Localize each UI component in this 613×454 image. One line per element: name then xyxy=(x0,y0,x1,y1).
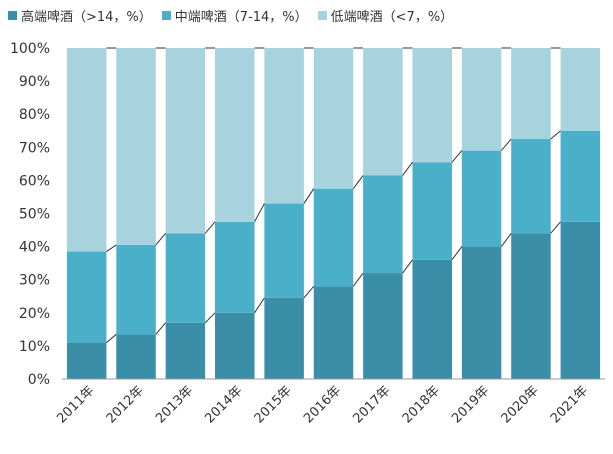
legend-swatch-mid xyxy=(161,10,171,20)
y-tick-label: 70% xyxy=(19,140,50,156)
connector-line xyxy=(155,233,167,246)
y-tick-label: 90% xyxy=(19,74,50,90)
bar-segment xyxy=(165,48,206,234)
bar-segment xyxy=(215,312,255,379)
legend-swatch-high xyxy=(8,10,17,20)
connector-line xyxy=(451,246,463,261)
bar-segment xyxy=(363,175,403,274)
bar-segment xyxy=(215,221,255,313)
bar-segment xyxy=(116,48,156,245)
bar-segment xyxy=(511,139,551,234)
bar-segment xyxy=(412,162,452,260)
bar-segment xyxy=(116,334,156,379)
x-tick-label: 2020年 xyxy=(499,383,542,426)
y-tick-label: 10% xyxy=(19,339,50,355)
bar-segment xyxy=(560,48,601,131)
connector-line xyxy=(106,333,117,343)
connector-line xyxy=(451,150,463,163)
bar-segment xyxy=(313,48,354,189)
x-tick-label: 2017年 xyxy=(350,383,393,426)
y-tick-label: 50% xyxy=(19,207,50,223)
bar-segment xyxy=(215,48,255,222)
bar-segment xyxy=(511,48,551,140)
legend-item-high: 高端啤酒（>14，%） xyxy=(8,6,152,25)
bar-segment xyxy=(116,244,156,335)
y-tick-label: 60% xyxy=(19,173,50,189)
connector-line xyxy=(550,130,561,140)
bar-segment xyxy=(313,286,354,379)
bar-segment xyxy=(165,233,206,323)
y-tick-label: 80% xyxy=(19,107,50,123)
x-tick-label: 2016年 xyxy=(301,383,344,426)
bar-segment xyxy=(165,322,206,379)
x-tick-label: 2014年 xyxy=(202,383,245,426)
legend-swatch-low xyxy=(317,10,327,20)
bar-segment xyxy=(264,48,304,204)
bar-segment xyxy=(560,221,601,379)
connector-line xyxy=(500,138,512,151)
x-tick-label: 2012年 xyxy=(104,383,147,426)
x-tick-label: 2013年 xyxy=(153,383,196,426)
bar-segment xyxy=(66,251,107,343)
connector-line xyxy=(204,221,216,234)
y-tick-label: 20% xyxy=(19,306,50,322)
x-tick-label: 2019年 xyxy=(449,383,492,426)
legend-item-mid: 中端啤酒（7-14，%） xyxy=(161,6,308,25)
legend-label-high: 高端啤酒（>14，%） xyxy=(21,9,152,25)
connector-line xyxy=(254,203,265,223)
connector-line xyxy=(155,322,167,335)
y-tick-label: 40% xyxy=(19,240,50,256)
bar-segment xyxy=(412,48,452,163)
legend-label-low: 低端啤酒（<7，%） xyxy=(330,9,454,25)
bar-segment xyxy=(264,203,304,298)
x-tick-label: 2021年 xyxy=(548,383,591,426)
bar-segment xyxy=(461,48,502,151)
connector-line xyxy=(550,221,561,234)
connector-line xyxy=(352,175,364,189)
bar-segment xyxy=(313,188,354,287)
legend-item-low: 低端啤酒（<7，%） xyxy=(317,6,454,25)
bar-segment xyxy=(511,233,551,379)
connector-line xyxy=(402,259,413,274)
y-tick-label: 0% xyxy=(28,372,50,388)
bar-segment xyxy=(560,130,601,222)
y-tick-label: 30% xyxy=(19,273,50,289)
bar-segment xyxy=(264,297,304,379)
connector-line xyxy=(352,272,364,287)
bar-segment xyxy=(363,273,403,379)
bar-segment xyxy=(412,259,452,379)
connector-line xyxy=(303,285,315,299)
legend: 高端啤酒（>14，%） 中端啤酒（7-14，%） 低端啤酒（<7，%） xyxy=(8,4,609,26)
bar-segment xyxy=(66,342,107,379)
x-tick-label: 2018年 xyxy=(400,383,443,426)
legend-label-mid: 中端啤酒（7-14，%） xyxy=(174,9,308,25)
bar-segment xyxy=(461,246,502,379)
bar-segment xyxy=(363,48,403,176)
x-tick-label: 2015年 xyxy=(252,383,295,426)
connector-line xyxy=(303,188,315,204)
connector-line xyxy=(500,233,512,247)
connector-line xyxy=(254,297,265,314)
y-tick-label: 100% xyxy=(10,41,50,57)
bar-segment xyxy=(66,48,107,252)
connector-line xyxy=(204,312,216,324)
connector-line xyxy=(106,244,117,252)
bar-segment xyxy=(461,150,502,247)
x-tick-label: 2011年 xyxy=(54,383,97,426)
connector-line xyxy=(402,161,413,176)
